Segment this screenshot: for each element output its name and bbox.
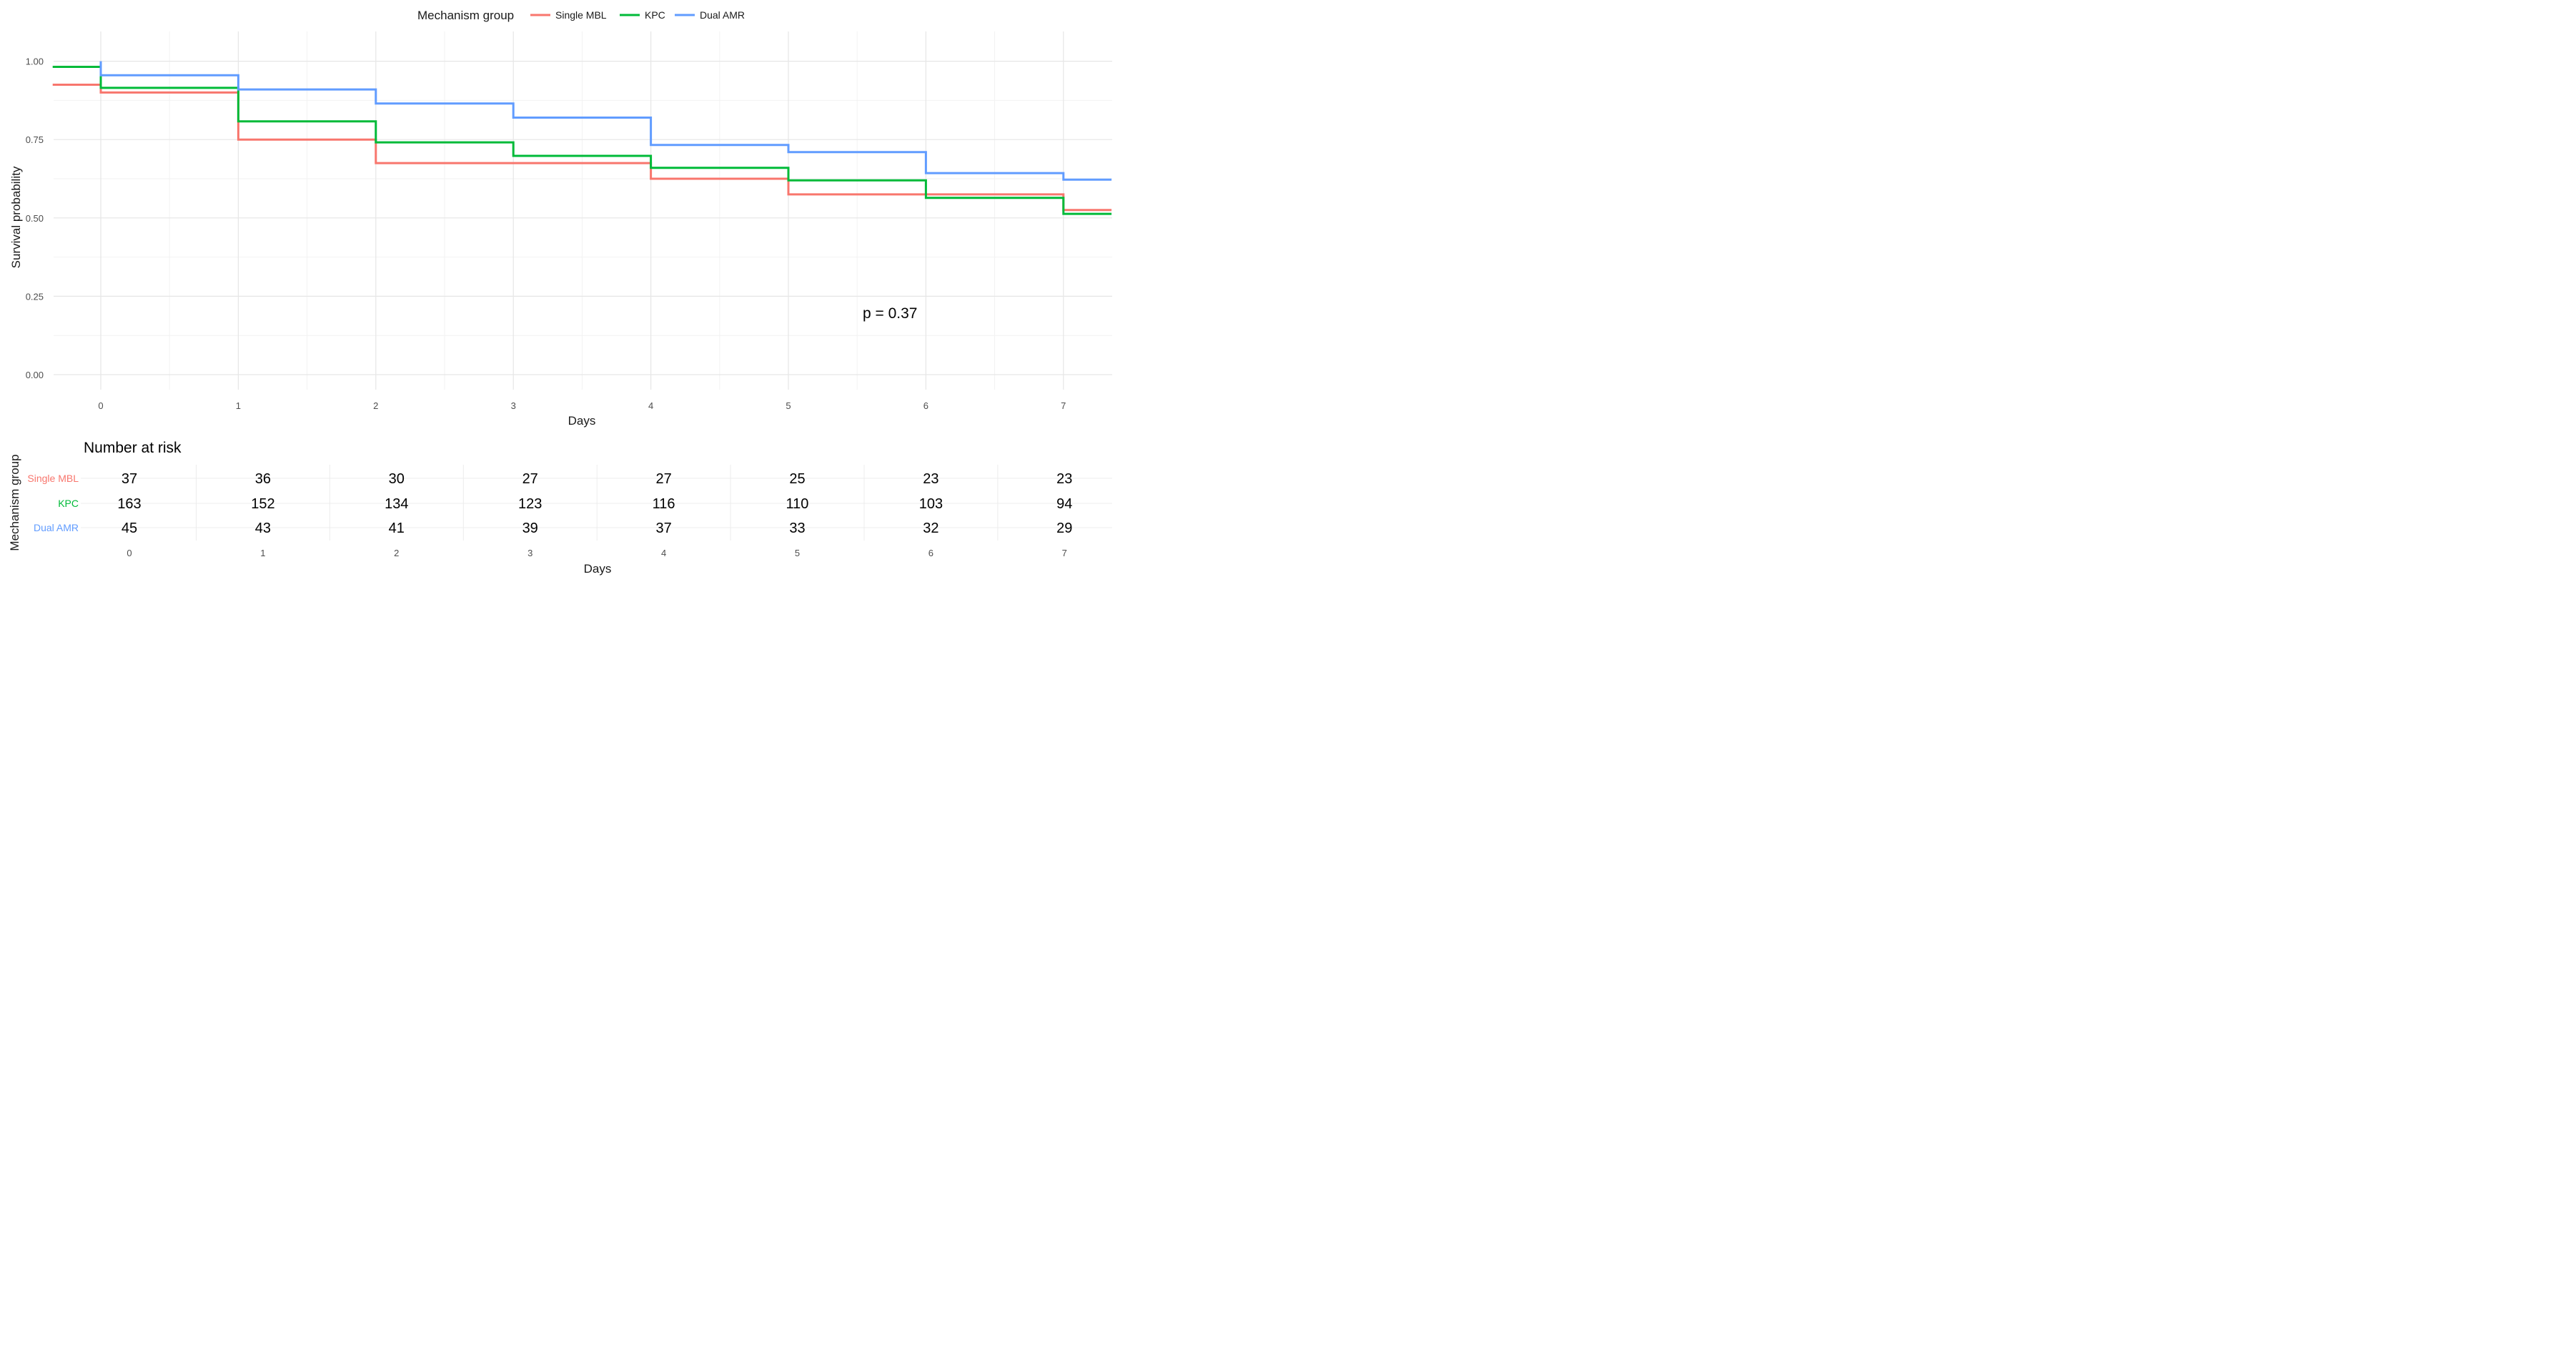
p-value-annotation: p = 0.37 [863,305,917,322]
series-line-single-mbl [52,84,1112,212]
risk-table-cell: 23 [1056,471,1072,487]
risk-table-x-tick: 0 [127,548,132,558]
y-axis-label: Survival probability [9,166,23,268]
y-tick-label: 0.75 [26,134,44,145]
risk-table-title: Number at risk [84,440,182,456]
risk-table-cell: 25 [789,471,805,487]
risk-table-x-tick: 3 [527,548,532,558]
risk-table-cell: 27 [522,471,538,487]
risk-table-cell: 152 [251,496,274,512]
risk-table-cell: 36 [255,471,271,487]
risk-table-x-tick: 1 [260,548,265,558]
legend-label: Single MBL [555,9,607,21]
y-tick-label: 0.00 [26,370,44,380]
risk-table-cell: 103 [919,496,943,512]
x-tick-label: 0 [98,400,103,411]
risk-table: Number at risk Single MBL 37 36 30 27 27 25 23 2… [8,440,1112,576]
x-tick-label: 2 [373,400,378,411]
y-tick-label: 1.00 [26,56,44,67]
risk-table-cell: 116 [653,496,675,512]
risk-row-label: Dual AMR [34,522,79,533]
x-tick-label: 5 [786,400,791,411]
legend-title: Mechanism group [417,9,514,22]
risk-table-cell: 45 [122,520,137,536]
risk-table-x-tick: 4 [661,548,666,558]
risk-table-x-tick: 2 [394,548,399,558]
legend-label: KPC [645,9,665,21]
risk-table-cell: 32 [923,520,938,536]
risk-table-cell: 27 [655,471,671,487]
risk-table-cell: 30 [389,471,405,487]
risk-table-x-label: Days [584,562,612,576]
risk-table-cell: 37 [122,471,137,487]
risk-table-y-label: Mechanism group [8,454,21,551]
legend: Mechanism group Single MBL KPC Dual AMR [417,9,745,22]
risk-table-x-tick: 5 [795,548,800,558]
risk-table-cell: 163 [117,496,141,512]
y-tick-label: 0.25 [26,291,44,302]
survival-plot-panel: 0.00 0.25 0.50 0.75 1.00 0 1 2 3 4 5 6 7 p = 0.37 S… [9,31,1112,428]
risk-table-cell: 29 [1056,520,1072,536]
x-tick-label: 7 [1061,400,1066,411]
x-tick-label: 4 [648,400,653,411]
risk-table-cell: 110 [786,496,809,512]
risk-table-cell: 134 [385,496,408,512]
x-tick-label: 1 [236,400,241,411]
risk-table-cell: 123 [518,496,542,512]
risk-table-cell: 37 [655,520,671,536]
survival-figure: Mechanism group Single MBL KPC Dual AMR 0.… [8,9,1112,576]
x-tick-label: 3 [511,400,516,411]
series-line-dual-amr [99,61,1112,181]
risk-table-x-tick: 7 [1062,548,1067,558]
risk-row-label: KPC [58,498,79,509]
risk-table-cell: 23 [923,471,938,487]
risk-table-cell: 39 [522,520,538,536]
legend-label: Dual AMR [700,9,745,21]
risk-table-cell: 41 [389,520,405,536]
risk-table-cell: 33 [789,520,805,536]
x-tick-label: 6 [923,400,928,411]
x-axis-label: Days [568,414,596,428]
risk-table-cell: 43 [255,520,271,536]
risk-table-cell: 94 [1056,496,1072,512]
series-line-kpc [52,66,1112,215]
y-tick-label: 0.50 [26,213,44,224]
risk-row-label: Single MBL [27,473,79,484]
risk-table-x-tick: 6 [928,548,933,558]
